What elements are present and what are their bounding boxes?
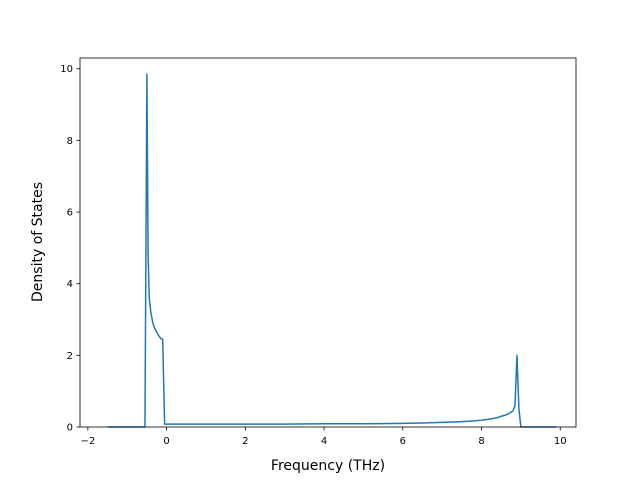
x-tick-label: 8 [478,436,484,447]
y-tick-label: 10 [60,64,73,75]
y-tick-label: 4 [67,279,73,290]
x-tick-label: 2 [242,436,248,447]
y-tick-label: 6 [67,208,73,219]
x-axis-ticks: −2 0 2 4 6 8 10 [80,427,567,447]
x-tick-label: 6 [400,436,406,447]
y-axis-label: Density of States [30,182,46,302]
x-tick-label: 0 [163,436,169,447]
y-tick-label: 8 [67,136,73,147]
y-tick-label: 0 [67,423,73,434]
plot-frame [79,57,577,428]
x-axis-label: Frequency (THz) [271,458,385,474]
y-axis-ticks: 0 2 4 6 8 10 [60,64,80,434]
y-tick-label: 2 [67,351,73,362]
dos-series-line [107,73,557,428]
x-tick-label: −2 [80,436,95,447]
x-tick-label: 4 [321,436,327,447]
x-tick-label: 10 [554,436,567,447]
